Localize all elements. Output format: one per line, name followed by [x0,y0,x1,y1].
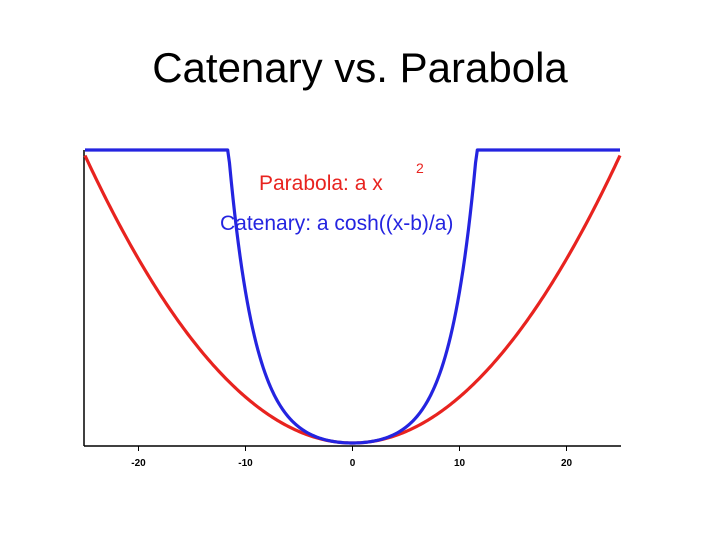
chart-curves [83,148,622,445]
chart-legend: Parabola: a x 2 Catenary: a cosh((x-b)/a… [220,160,453,235]
x-tick-label: 10 [454,458,466,469]
x-tick-label: -10 [238,458,253,469]
slide-title: Catenary vs. Parabola [152,44,568,91]
x-tick-label: 0 [350,458,356,469]
parabola-curve [83,154,622,445]
x-tick-label: 20 [561,458,573,469]
x-tick-label: -20 [131,458,146,469]
legend-parabola-label: Parabola: a x [259,172,383,195]
catenary-curve [85,148,620,445]
legend-parabola-superscript: 2 [416,160,424,176]
x-axis-ticks: -20 -10 0 10 20 [131,446,572,469]
legend-parabola: Parabola: a x [259,172,383,195]
legend-catenary: Catenary: a cosh((x-b)/a) [220,212,453,235]
